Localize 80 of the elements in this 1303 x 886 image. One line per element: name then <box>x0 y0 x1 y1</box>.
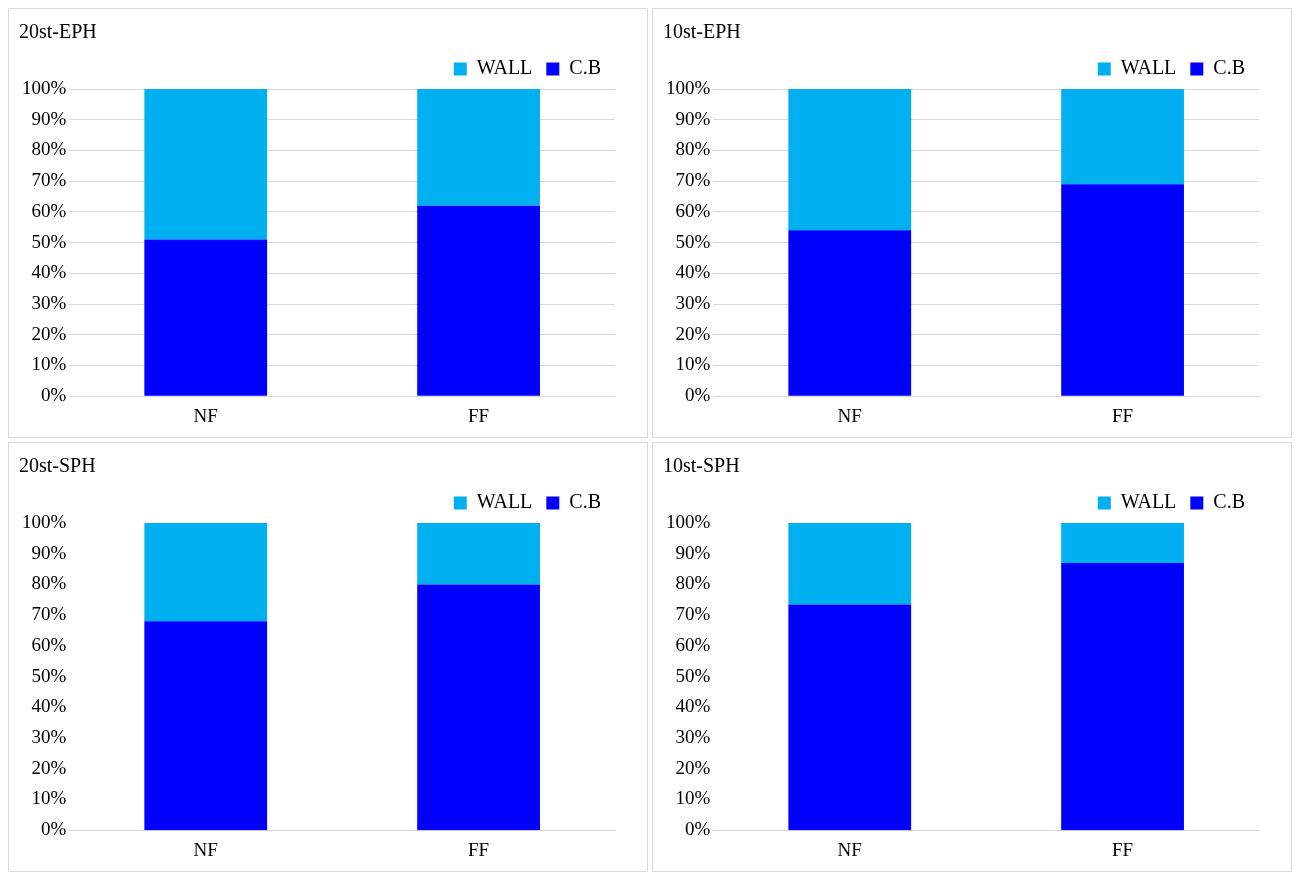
bar <box>1061 89 1184 185</box>
y-tick-label: 90% <box>675 541 711 563</box>
y-tick-label: 60% <box>31 199 67 221</box>
bar <box>788 604 912 831</box>
y-tick-label: 30% <box>675 292 711 314</box>
y-tick-label: 10% <box>675 787 711 809</box>
bar <box>1061 523 1184 563</box>
legend-label: C.B <box>1213 56 1246 79</box>
x-tick-label: FF <box>468 404 490 426</box>
y-tick-label: 10% <box>31 353 67 375</box>
y-tick-label: 40% <box>675 695 711 717</box>
y-tick-label: 40% <box>675 261 711 283</box>
y-tick-label: 10% <box>675 353 711 375</box>
x-tick-label: NF <box>837 404 862 426</box>
bar <box>144 621 268 831</box>
y-tick-label: 20% <box>31 322 67 344</box>
y-tick-label: 80% <box>675 138 711 160</box>
bar <box>788 230 912 396</box>
y-tick-label: 0% <box>685 818 711 840</box>
bar <box>417 89 540 206</box>
bar <box>1061 184 1184 396</box>
y-tick-label: 30% <box>31 726 67 748</box>
y-tick-label: 30% <box>31 292 67 314</box>
y-tick-label: 20% <box>675 322 711 344</box>
x-tick-label: NF <box>837 838 862 860</box>
y-tick-label: 50% <box>675 664 711 686</box>
bar <box>417 584 540 831</box>
chart-title: 10st-EPH <box>663 20 741 43</box>
chart-title: 10st-SPH <box>663 454 740 477</box>
y-tick-label: 10% <box>31 787 67 809</box>
bar <box>1061 562 1184 831</box>
bar <box>788 523 912 605</box>
y-tick-label: 100% <box>22 76 67 98</box>
y-tick-label: 30% <box>675 726 711 748</box>
y-tick-label: 50% <box>31 664 67 686</box>
x-tick-label: NF <box>193 404 218 426</box>
y-tick-label: 70% <box>675 169 711 191</box>
legend-label: WALL <box>476 490 533 513</box>
legend-label: WALL <box>1120 56 1177 79</box>
legend-label: WALL <box>476 56 533 79</box>
y-tick-label: 40% <box>31 261 67 283</box>
y-tick-label: 50% <box>31 230 67 252</box>
y-tick-label: 60% <box>31 633 67 655</box>
y-tick-label: 90% <box>675 107 711 129</box>
x-tick-label: FF <box>468 838 490 860</box>
y-tick-label: 70% <box>31 603 67 625</box>
bar <box>788 89 912 231</box>
y-tick-label: 100% <box>666 510 711 532</box>
y-tick-label: 20% <box>31 756 67 778</box>
y-tick-label: 80% <box>31 138 67 160</box>
y-tick-label: 50% <box>675 230 711 252</box>
y-tick-label: 70% <box>675 603 711 625</box>
x-tick-label: FF <box>1112 838 1134 860</box>
bar <box>144 89 268 240</box>
x-tick-label: NF <box>193 838 218 860</box>
y-tick-label: 0% <box>41 384 67 406</box>
y-tick-label: 0% <box>41 818 67 840</box>
y-tick-label: 60% <box>675 633 711 655</box>
y-tick-label: 90% <box>31 541 67 563</box>
bar <box>144 239 268 396</box>
y-tick-label: 60% <box>675 199 711 221</box>
y-tick-label: 80% <box>31 572 67 594</box>
y-tick-label: 100% <box>22 510 67 532</box>
legend-label: C.B <box>1213 490 1246 513</box>
y-tick-label: 70% <box>31 169 67 191</box>
chart-title: 20st-SPH <box>19 454 96 477</box>
y-tick-label: 100% <box>666 76 711 98</box>
x-tick-label: FF <box>1112 404 1134 426</box>
y-tick-label: 90% <box>31 107 67 129</box>
legend-label: C.B <box>569 56 602 79</box>
y-tick-label: 40% <box>31 695 67 717</box>
y-tick-label: 20% <box>675 756 711 778</box>
y-tick-label: 0% <box>685 384 711 406</box>
bar <box>417 523 540 585</box>
chart-title: 20st-EPH <box>19 20 97 43</box>
bar <box>144 523 268 622</box>
legend-label: C.B <box>569 490 602 513</box>
y-tick-label: 80% <box>675 572 711 594</box>
legend-label: WALL <box>1120 490 1177 513</box>
bar <box>417 205 540 396</box>
